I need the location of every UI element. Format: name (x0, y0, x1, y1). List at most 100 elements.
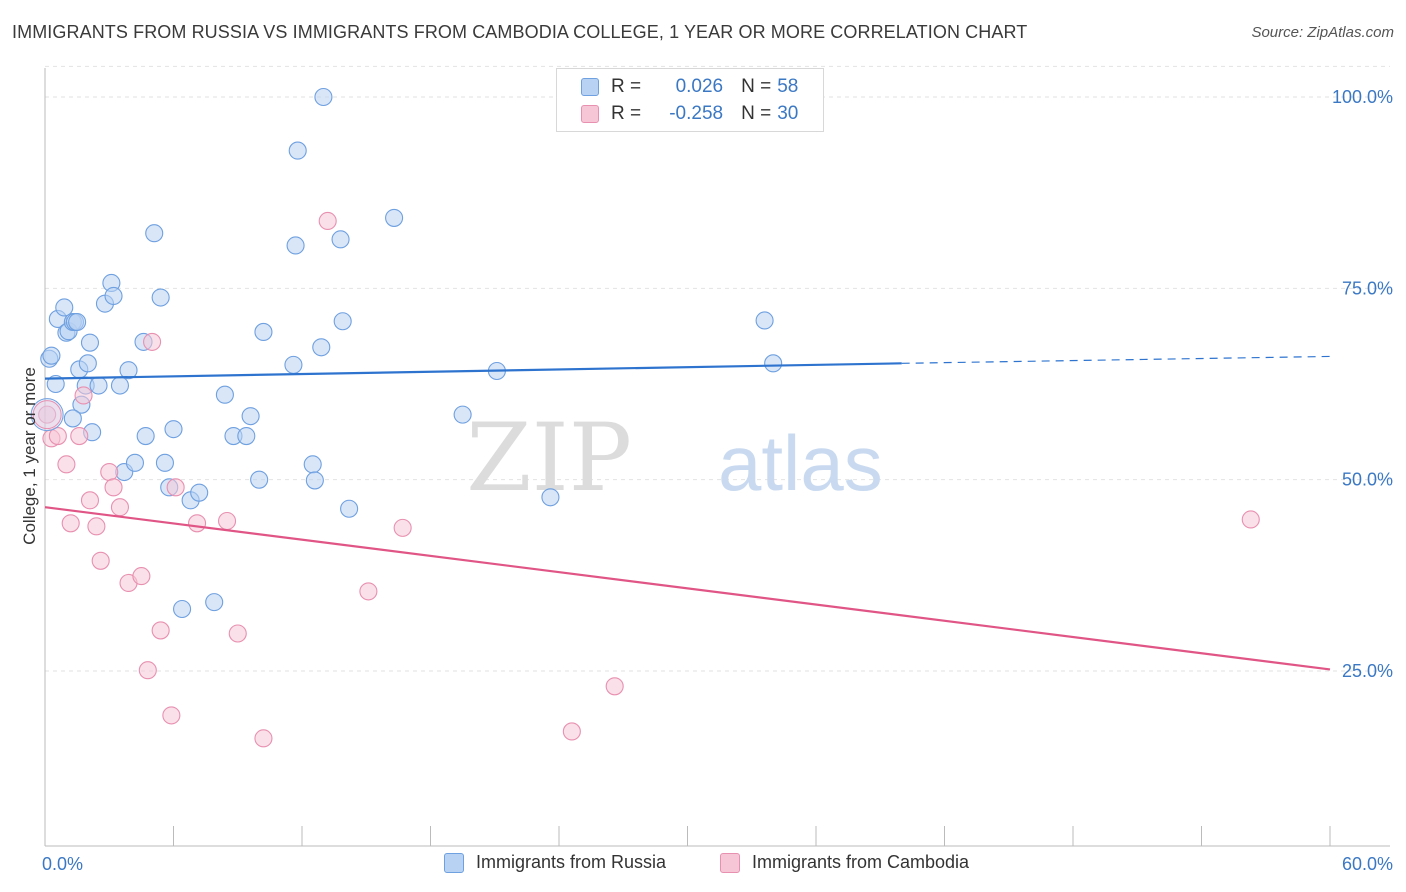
cambodia-legend-swatch (720, 852, 740, 873)
tick-labels: 25.0% 50.0% 75.0% 100.0% 0.0% 60.0% (42, 87, 1393, 874)
russia-r-value: 0.026 (675, 76, 724, 97)
russia-point (68, 312, 87, 332)
russia-point (215, 385, 234, 404)
stats-legend: R = 0.026 N = 58 R = -0.258 N = 30 (556, 68, 824, 132)
russia-point (145, 224, 164, 243)
cambodia-point-large (32, 400, 62, 430)
russia-point (80, 333, 100, 352)
russia-point (190, 483, 209, 502)
russia-point (237, 426, 256, 446)
legend-row-cambodia: R = -0.258 N = 30 (581, 102, 798, 126)
cambodia-point (110, 498, 130, 517)
russia-point (286, 236, 305, 255)
russia-point (205, 593, 224, 612)
russia-point (89, 376, 108, 395)
x-tick-label-min: 0.0% (42, 854, 83, 874)
legend-row-russia: R = 0.026 N = 58 (581, 75, 798, 99)
russia-point (104, 286, 123, 306)
russia-point (254, 322, 273, 342)
russia-point (42, 346, 61, 365)
russia-point (314, 87, 333, 107)
y-tick-label: 75.0% (1342, 278, 1393, 298)
cambodia-point (61, 514, 80, 533)
cambodia-point (151, 621, 170, 640)
cambodia-point (74, 386, 93, 405)
cambodia-point (359, 582, 378, 601)
trend-lines (44, 355, 1331, 671)
russia-n-value: 58 (777, 76, 799, 97)
russia-legend-swatch (444, 852, 464, 873)
cambodia-point (393, 518, 412, 537)
cambodia-point (80, 491, 100, 510)
russia-point (173, 599, 192, 619)
russia-point (119, 361, 138, 380)
y-tick-label: 50.0% (1342, 470, 1393, 490)
cambodia-point (228, 624, 247, 643)
x-tick-label-max: 60.0% (1342, 854, 1393, 874)
cambodia-point (1241, 510, 1260, 529)
russia-point (151, 288, 170, 307)
cambodia-r-label: R = (611, 103, 642, 124)
cambodia-point (318, 211, 337, 231)
russia-legend-label: Immigrants from Russia (476, 852, 667, 872)
russia-point (164, 420, 183, 439)
y-tick-label: 100.0% (1332, 87, 1393, 107)
gridlines (45, 65, 1390, 672)
cambodia-point (87, 517, 106, 536)
russia-point (125, 453, 144, 472)
cambodia-legend-label: Immigrants from Cambodia (752, 852, 970, 872)
russia-n-label: N = (741, 76, 772, 97)
cambodia-point (605, 677, 624, 696)
cambodia-point (188, 514, 207, 533)
russia-trend-extension (901, 355, 1331, 364)
legend-item-russia[interactable]: Immigrants from Russia (444, 852, 666, 873)
russia-point (136, 426, 155, 446)
russia-point (333, 312, 352, 331)
russia-point (303, 455, 322, 474)
y-tick-label: 25.0% (1342, 661, 1393, 681)
chart-title: IMMIGRANTS FROM RUSSIA VS IMMIGRANTS FRO… (12, 22, 1028, 42)
russia-r-label: R = (611, 76, 642, 97)
cambodia-point (138, 661, 157, 680)
cambodia-point (166, 478, 185, 497)
russia-point (110, 376, 130, 395)
cambodia-r-value: -0.258 (669, 103, 724, 124)
russia-point (331, 230, 350, 249)
cambodia-swatch (581, 105, 599, 123)
russia-point (250, 470, 269, 489)
data-points (30, 87, 1260, 748)
cambodia-point (217, 511, 237, 531)
cambodia-point (254, 729, 273, 748)
russia-trend-line (44, 362, 902, 380)
russia-point (312, 338, 331, 357)
y-axis-label: College, 1 year or more (20, 367, 39, 545)
series-legend: Immigrants from Russia Immigrants from C… (0, 852, 1406, 878)
russia-swatch (581, 78, 599, 96)
russia-point (755, 311, 774, 330)
cambodia-point (70, 426, 89, 446)
russia-point (63, 409, 82, 428)
axes (44, 68, 1390, 847)
russia-point (541, 488, 560, 507)
cambodia-point (162, 706, 181, 725)
source-label: Source: ZipAtlas.com (1251, 24, 1394, 41)
russia-point-large (30, 398, 64, 432)
russia-point (55, 298, 74, 317)
legend-item-cambodia[interactable]: Immigrants from Cambodia (720, 852, 969, 873)
cambodia-n-label: N = (741, 103, 772, 124)
zipatlas-watermark: ZIP atlas (466, 404, 882, 513)
cambodia-point (48, 426, 67, 446)
cambodia-point (38, 405, 57, 424)
russia-point (241, 407, 260, 426)
russia-point (385, 208, 404, 227)
watermark-atlas: atlas (718, 419, 883, 507)
russia-point (46, 374, 65, 394)
cambodia-point (91, 551, 110, 570)
cambodia-point (132, 567, 151, 586)
russia-point (453, 405, 472, 424)
russia-point (155, 453, 174, 472)
russia-point (340, 499, 359, 518)
russia-point (288, 141, 307, 160)
russia-point (284, 355, 303, 374)
